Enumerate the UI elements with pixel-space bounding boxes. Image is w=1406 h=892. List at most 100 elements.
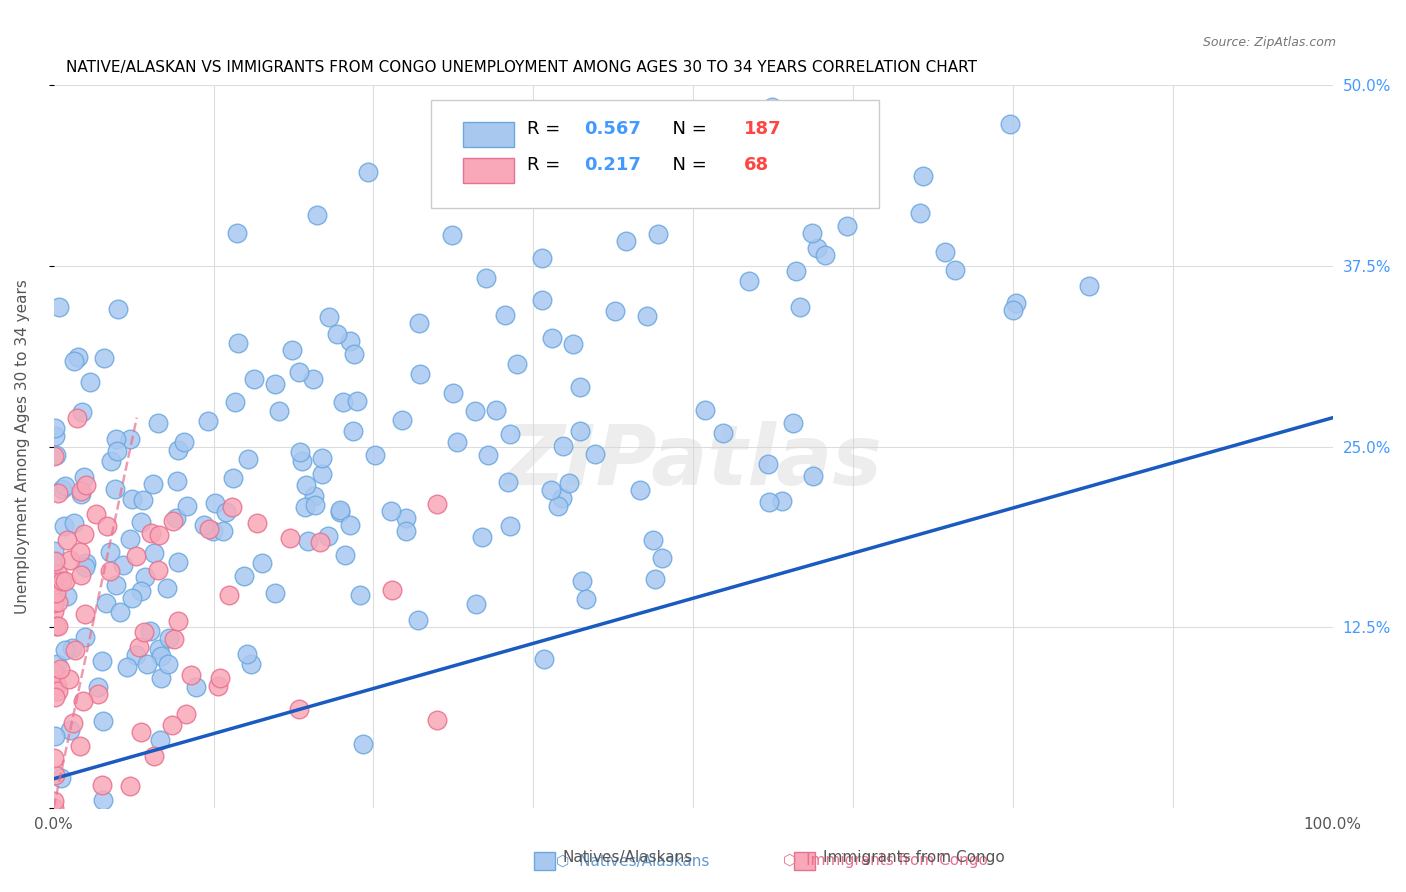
Point (288, 365, 311, 379)
Point (440, 228, 463, 243)
Point (713, 425, 735, 440)
Point (304, 499, 326, 513)
Point (339, 334, 361, 349)
Point (59, 553, 82, 567)
Point (485, 402, 508, 417)
Point (647, 227, 669, 241)
Text: Natives/Alaskans: Natives/Alaskans (562, 850, 693, 864)
Point (471, 531, 494, 545)
Point (426, 713, 449, 727)
Point (146, 563, 169, 577)
Point (129, 515, 152, 529)
Point (125, 549, 148, 564)
Point (782, 417, 804, 431)
Point (446, 435, 468, 450)
Point (70, 405, 93, 419)
Point (291, 453, 314, 467)
Point (551, 439, 574, 453)
Point (59, 723, 82, 738)
Point (46, 683, 69, 698)
Point (174, 706, 197, 721)
Point (69, 484, 91, 499)
Point (465, 597, 488, 611)
Point (911, 169, 934, 183)
Point (148, 641, 170, 656)
Point (441, 386, 464, 401)
Point (53, 479, 76, 493)
Point (280, 343, 302, 357)
Point (63, 354, 86, 368)
Text: N =: N = (661, 120, 713, 138)
Point (63, 516, 86, 531)
Point (42, 751, 65, 765)
Point (173, 434, 195, 449)
Point (221, 500, 243, 515)
Point (105, 443, 128, 458)
Point (148, 528, 170, 542)
Point (391, 413, 413, 427)
Point (150, 649, 173, 664)
Point (58, 673, 80, 687)
Point (44, 768, 66, 782)
Point (63, 643, 86, 657)
Point (96, 519, 118, 533)
Point (236, 647, 259, 661)
Point (180, 668, 202, 682)
Point (42, 574, 65, 589)
Point (115, 660, 138, 674)
Text: ⬡  Natives/Alaskans: ⬡ Natives/Alaskans (555, 854, 710, 868)
Point (250, 556, 273, 570)
Point (356, 165, 378, 179)
Point (752, 111, 775, 125)
Point (98, 564, 121, 578)
Point (96, 596, 118, 610)
Point (103, 482, 125, 496)
Point (998, 117, 1021, 131)
Point (193, 517, 215, 532)
Point (801, 227, 824, 241)
Point (222, 471, 245, 485)
FancyBboxPatch shape (463, 158, 515, 183)
Point (53, 519, 76, 533)
Point (75, 560, 97, 574)
Point (69, 545, 91, 559)
Point (139, 525, 162, 540)
Point (380, 504, 402, 518)
Point (381, 583, 404, 598)
Point (121, 591, 143, 605)
FancyBboxPatch shape (432, 100, 879, 208)
Point (614, 234, 637, 248)
Point (240, 657, 263, 671)
Point (326, 326, 349, 341)
Point (761, 100, 783, 114)
Point (135, 657, 157, 671)
Point (806, 241, 828, 255)
Point (541, 331, 564, 345)
Point (575, 592, 598, 607)
Point (165, 511, 187, 525)
Point (70, 487, 93, 501)
Point (75, 556, 97, 570)
Point (118, 779, 141, 793)
Point (105, 578, 128, 592)
Point (267, 403, 290, 417)
Point (301, 372, 323, 386)
Point (107, 302, 129, 317)
Text: 0.567: 0.567 (585, 120, 641, 138)
Point (66, 410, 89, 425)
Point (202, 524, 225, 538)
Point (499, 426, 522, 441)
Point (51, 482, 73, 496)
Point (166, 475, 188, 489)
Point (738, 274, 761, 288)
Point (309, 535, 332, 549)
Point (149, 671, 172, 685)
Point (349, 588, 371, 602)
Point (628, 483, 651, 497)
Point (551, 491, 574, 505)
Point (302, 489, 325, 503)
Point (112, 558, 135, 572)
Point (335, 548, 357, 562)
Point (316, 528, 339, 542)
Point (44, 690, 66, 705)
